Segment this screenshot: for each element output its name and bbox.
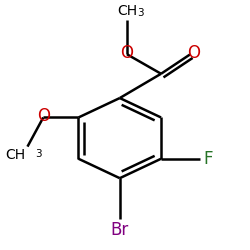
Text: O: O	[37, 107, 50, 125]
Text: CH: CH	[5, 148, 25, 162]
Text: Br: Br	[111, 221, 129, 239]
Text: 3: 3	[137, 8, 143, 18]
Text: F: F	[204, 150, 213, 168]
Text: O: O	[187, 44, 200, 62]
Text: CH: CH	[117, 4, 137, 18]
Text: O: O	[120, 44, 134, 62]
Text: 3: 3	[35, 148, 42, 158]
